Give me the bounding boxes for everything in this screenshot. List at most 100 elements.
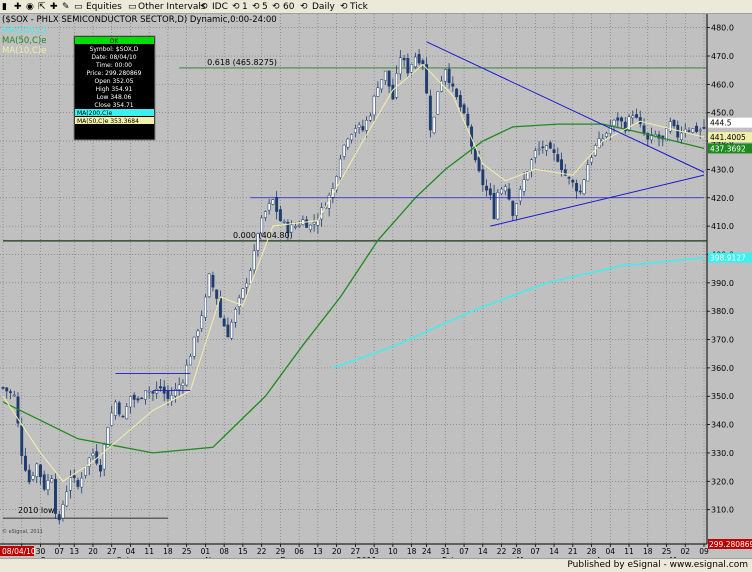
legend-ma10[interactable]: MA(10,C)e <box>2 46 46 56</box>
daily-icon: ⟲ <box>300 2 308 12</box>
candle-body <box>413 56 417 67</box>
candle-body <box>650 134 653 141</box>
candle-body <box>473 148 477 161</box>
x-tick-label: 25 <box>662 547 672 556</box>
candle-body <box>143 390 147 400</box>
data-window-title: OK <box>110 38 120 45</box>
candle-body <box>372 95 376 116</box>
data-window-time: Time: 00:00 <box>95 62 132 69</box>
daily-button[interactable]: Daily <box>312 2 335 12</box>
candle-body <box>57 514 61 521</box>
arrow-icon[interactable]: ⇱ <box>38 2 46 12</box>
candle-body <box>211 274 215 288</box>
candle-body <box>263 211 267 218</box>
price-axis-panel <box>707 14 752 558</box>
x-tick-label: 22 <box>497 547 507 556</box>
candle-body <box>117 402 121 415</box>
data-window[interactable]: OK Symbol: $SOX,D Date: 08/04/10 Time: 0… <box>73 35 156 141</box>
candle-body <box>278 209 282 222</box>
y-tick-label: 410.0 <box>711 222 734 231</box>
idc-button[interactable]: IDC <box>212 2 228 12</box>
candle-body <box>387 70 391 87</box>
candle-body <box>552 149 556 154</box>
equities-button[interactable]: Equities <box>86 2 122 12</box>
candle-body <box>196 330 200 337</box>
fib-618-label: 0.618 (465.8275) <box>207 58 277 67</box>
candle-body <box>121 415 125 418</box>
month-label: Dec <box>280 556 295 558</box>
y-tick-label: 320.0 <box>711 477 734 486</box>
price-label-cursor-bg <box>708 539 752 549</box>
price-label-ma10-bg <box>708 132 752 143</box>
interval-5-button[interactable]: 5 <box>262 2 268 12</box>
candle-body <box>668 121 672 132</box>
candle-body <box>458 95 462 108</box>
plus-icon[interactable]: ✚ <box>50 2 58 12</box>
candle-body <box>443 69 447 82</box>
candle-body <box>226 324 230 338</box>
x-tick-label: 31 <box>441 547 451 556</box>
month-label: Mar <box>517 556 533 558</box>
x-tick-label: 14 <box>549 547 559 556</box>
trendline <box>490 174 705 227</box>
other-intervals-icon: ▭ <box>128 2 137 12</box>
candle-body <box>642 125 646 134</box>
tick-button[interactable]: Tick <box>350 2 368 12</box>
candle-body <box>271 199 275 205</box>
y-tick-label: 350.0 <box>711 392 734 401</box>
pointer-icon[interactable]: ◉ <box>26 2 34 12</box>
candle-body <box>305 219 309 228</box>
folder-icon[interactable]: ▭ <box>74 2 83 12</box>
other-intervals-button[interactable]: Other Intervals <box>138 2 206 12</box>
month-label: Sep <box>40 556 55 558</box>
y-tick-label: 370.0 <box>711 336 734 345</box>
price-label-cursor: 299.280869 <box>709 540 752 549</box>
candle-body <box>518 188 522 202</box>
candle-body <box>567 177 571 179</box>
candle-body <box>91 453 95 457</box>
candle-body <box>406 58 410 74</box>
candle-body <box>380 79 384 90</box>
candle-body <box>698 129 702 132</box>
month-label: Feb <box>442 556 456 558</box>
y-tick-label: 450.0 <box>711 109 734 118</box>
candle-body <box>282 221 286 223</box>
candle-body <box>481 169 485 186</box>
x-axis: 2330071320270411182501081522290613202703… <box>17 544 709 558</box>
candle-body <box>646 132 650 140</box>
data-window-ma50: MA(50,C)e 353.3684 <box>77 118 139 125</box>
interval-1-button[interactable]: 1 <box>242 2 248 12</box>
candle-body <box>432 116 436 134</box>
candle-body <box>12 394 16 397</box>
refresh-icon[interactable]: ⟲ <box>200 2 208 12</box>
candle-body <box>515 203 519 216</box>
candle-body <box>308 224 312 231</box>
crosshair-icon[interactable]: ✚ <box>14 2 22 12</box>
candle-body <box>612 119 616 126</box>
candle-body <box>541 146 545 149</box>
pencil-icon[interactable]: ✎ <box>62 2 70 12</box>
trendline <box>426 41 705 173</box>
fib-0-label: 0.000 (404.80) <box>233 231 293 240</box>
candle-body <box>248 270 252 285</box>
data-window-symbol: Symbol: $SOX,D <box>90 46 139 53</box>
candle-body <box>575 182 578 192</box>
chart-icon[interactable]: ▮ <box>2 2 7 12</box>
data-window-open: Open 352.05 <box>95 78 134 85</box>
candles <box>1 49 706 525</box>
data-window-close: Close 354.71 <box>94 102 133 109</box>
candle-body <box>503 186 507 192</box>
month-label: Nov <box>205 556 221 558</box>
candle-body <box>188 356 192 366</box>
candle-body <box>691 128 695 133</box>
x-tick-label: 29 <box>276 547 286 556</box>
interval-60-button[interactable]: 60 <box>283 2 295 12</box>
y-tick-label: 310.0 <box>711 506 734 515</box>
candle-body <box>140 397 144 400</box>
price-chart[interactable]: 310.0 320.0 330.0 340.0 350.0 360.0 370.0 380.0… <box>0 14 752 558</box>
x-tick-label: 18 <box>163 547 173 556</box>
legend-ma50[interactable]: MA(50,C)e <box>2 36 46 46</box>
legend-ma200[interactable]: MA(200,C) <box>2 26 47 36</box>
candle-body <box>114 401 117 416</box>
candle-body <box>327 195 331 209</box>
